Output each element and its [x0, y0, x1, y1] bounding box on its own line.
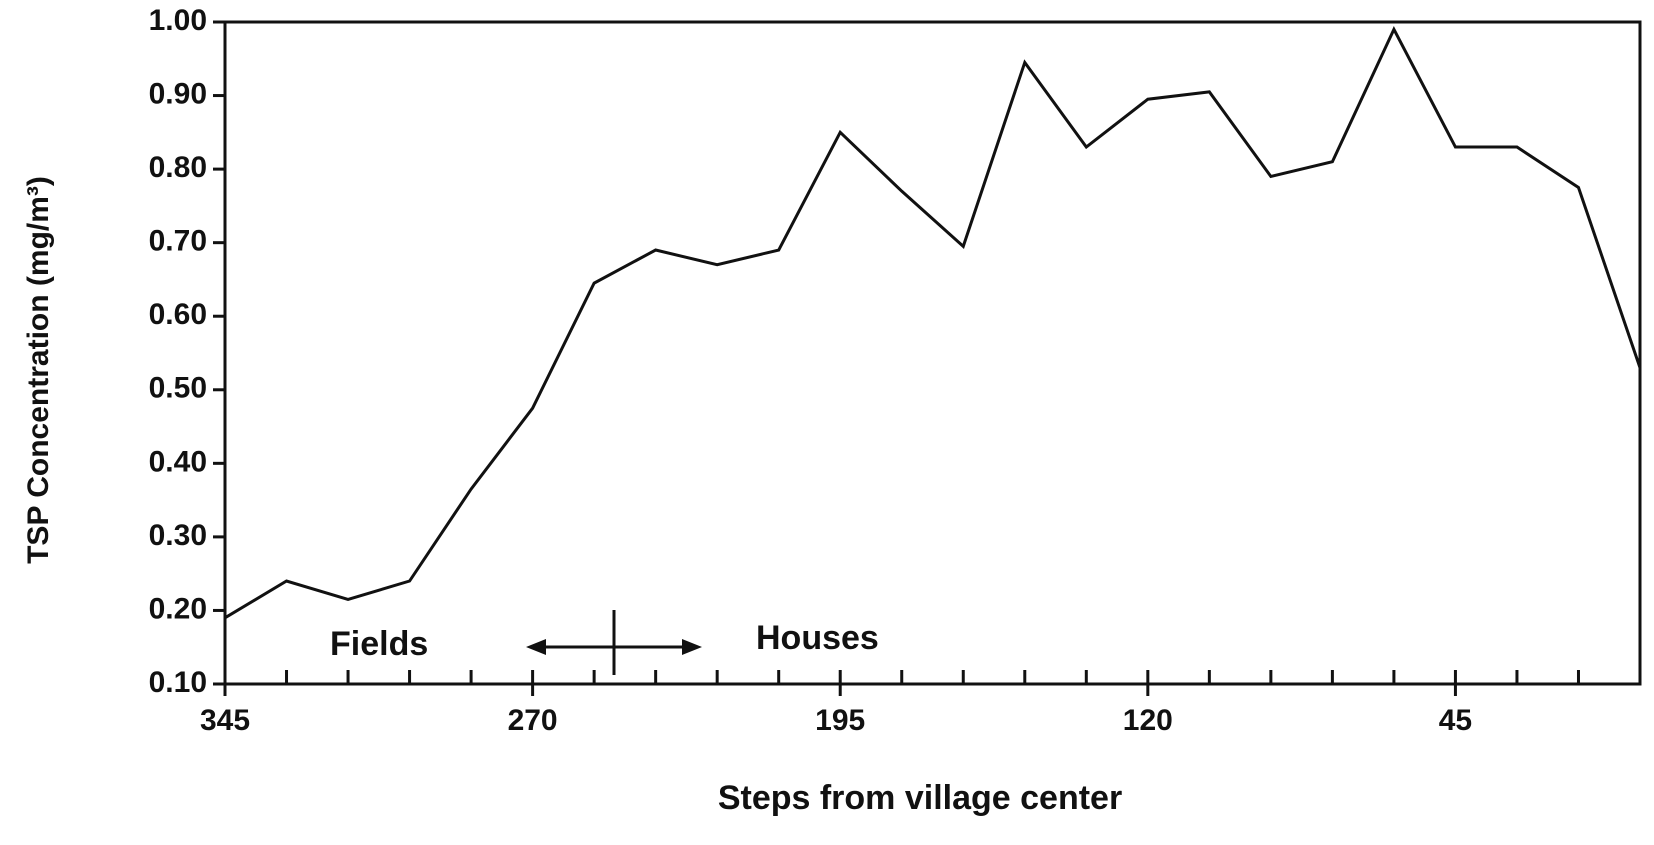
annotation: Houses	[756, 619, 879, 657]
y-tick-label: 0.80	[149, 151, 207, 184]
arrow-head-left	[526, 639, 546, 655]
x-tick-label: 270	[508, 704, 558, 737]
plot-frame	[223, 20, 1642, 686]
y-tick-label: 0.10	[149, 666, 207, 699]
x-tick-label: 120	[1123, 704, 1173, 737]
y-tick-label: 1.00	[149, 4, 207, 37]
x-tick-label: 195	[815, 704, 865, 737]
y-axis-label: TSP Concentration (mg/m³)	[22, 176, 55, 564]
y-tick-label: 0.30	[149, 519, 207, 552]
y-tick-label: 0.60	[149, 298, 207, 331]
y-tick-label: 0.50	[149, 372, 207, 405]
x-tick-label: 345	[200, 704, 250, 737]
x-axis-label: Steps from village center	[718, 779, 1122, 817]
y-tick-label: 0.40	[149, 445, 207, 478]
data-line	[224, 25, 1642, 620]
y-tick-label: 0.70	[149, 225, 207, 258]
y-tick-label: 0.90	[149, 77, 207, 110]
x-tick-label: 45	[1439, 704, 1472, 737]
annotation: Fields	[330, 625, 428, 663]
arrow-head-right	[682, 639, 702, 655]
y-tick-label: 0.20	[149, 592, 207, 625]
